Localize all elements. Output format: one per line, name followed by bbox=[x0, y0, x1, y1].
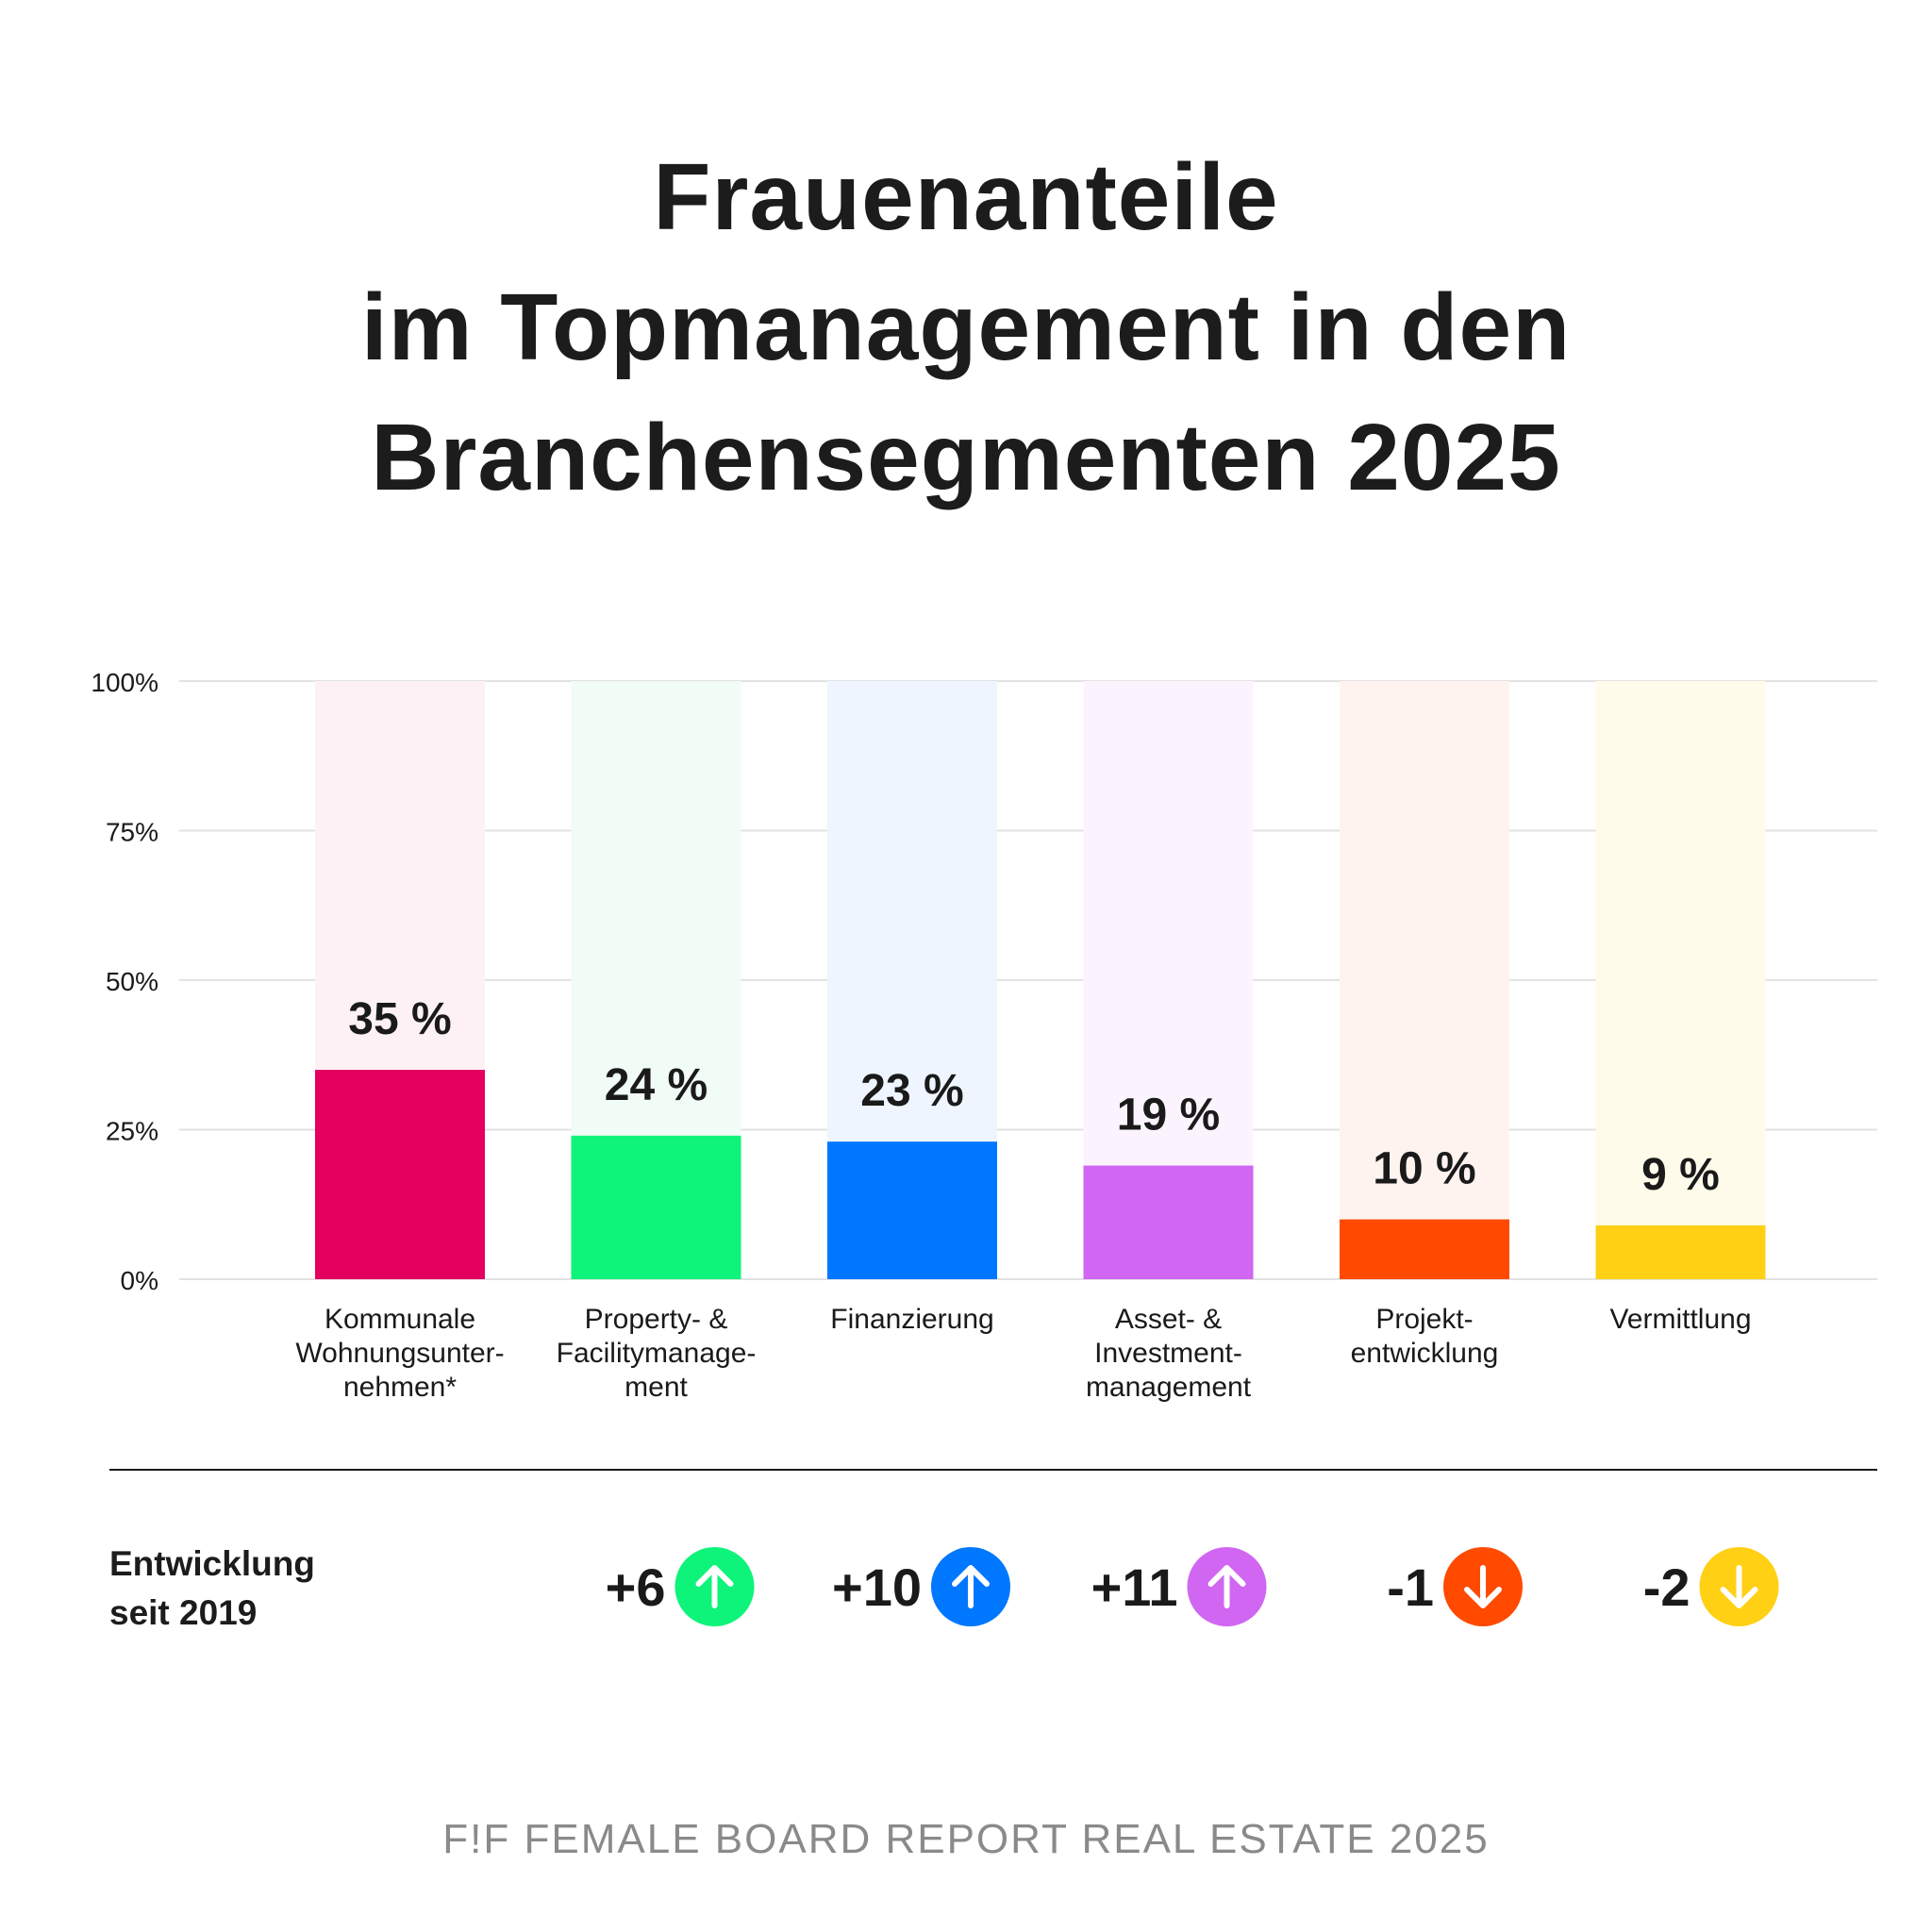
bar bbox=[827, 1141, 997, 1279]
category-label: Projekt- bbox=[1375, 1304, 1473, 1335]
bar-track bbox=[1340, 681, 1509, 1279]
arrow-down-glyph bbox=[1720, 1565, 1758, 1608]
bar-value-label: 35 % bbox=[348, 994, 451, 1044]
category-label: Wohnungsunter- bbox=[295, 1338, 504, 1369]
category-label: management bbox=[1086, 1372, 1252, 1403]
category-label: nehmen* bbox=[343, 1372, 457, 1403]
title-line-1: Frauenanteile bbox=[653, 144, 1279, 250]
bar-track bbox=[1595, 681, 1766, 1279]
bar-value-label: 9 % bbox=[1641, 1150, 1720, 1200]
bar-value-label: 24 % bbox=[605, 1060, 708, 1110]
category-label: entwicklung bbox=[1351, 1338, 1499, 1369]
change-value: -1 bbox=[1387, 1557, 1434, 1617]
change-value: +11 bbox=[1091, 1557, 1178, 1617]
category-label: Kommunale bbox=[325, 1304, 475, 1335]
arrow-up-glyph bbox=[1208, 1565, 1246, 1608]
arrow-down-glyph bbox=[1464, 1565, 1502, 1608]
change-value: -2 bbox=[1643, 1557, 1690, 1617]
arrow-up-glyph bbox=[952, 1565, 990, 1608]
bar bbox=[1340, 1219, 1509, 1279]
category-label: Investment- bbox=[1094, 1338, 1242, 1369]
y-tick-label: 75% bbox=[106, 818, 158, 847]
change-value: +10 bbox=[832, 1557, 922, 1617]
category-label: Vermittlung bbox=[1609, 1304, 1751, 1335]
y-tick-label: 50% bbox=[106, 967, 158, 996]
development-label-line-2: seit 2019 bbox=[109, 1593, 258, 1632]
y-tick-label: 0% bbox=[121, 1266, 158, 1295]
bar-value-label: 23 % bbox=[860, 1066, 963, 1116]
bar bbox=[571, 1135, 741, 1279]
chart-title: Frauenanteile im Topmanagement in den Br… bbox=[0, 132, 1932, 523]
bar bbox=[315, 1070, 485, 1279]
title-line-3: Branchensegmenten 2025 bbox=[371, 405, 1561, 510]
category-label: Finanzierung bbox=[830, 1304, 993, 1335]
category-label: Asset- & bbox=[1115, 1304, 1222, 1335]
y-tick-label: 25% bbox=[106, 1117, 158, 1146]
category-label: Property- & bbox=[585, 1304, 728, 1335]
arrow-up-glyph bbox=[695, 1565, 734, 1608]
bar-value-label: 19 % bbox=[1117, 1091, 1220, 1141]
category-label: Facilitymanage- bbox=[557, 1338, 757, 1369]
development-label: Entwicklung seit 2019 bbox=[109, 1540, 315, 1638]
change-value: +6 bbox=[606, 1557, 666, 1617]
category-label: ment bbox=[625, 1372, 688, 1403]
development-label-line-1: Entwicklung bbox=[109, 1544, 315, 1583]
bar-value-label: 10 % bbox=[1373, 1144, 1475, 1194]
footer-source: F!F FEMALE BOARD REPORT REAL ESTATE 2025 bbox=[442, 1816, 1490, 1862]
y-tick-label: 100% bbox=[91, 668, 158, 697]
title-line-2: im Topmanagement in den bbox=[360, 275, 1572, 380]
bar bbox=[1595, 1224, 1766, 1279]
bar bbox=[1083, 1165, 1254, 1279]
